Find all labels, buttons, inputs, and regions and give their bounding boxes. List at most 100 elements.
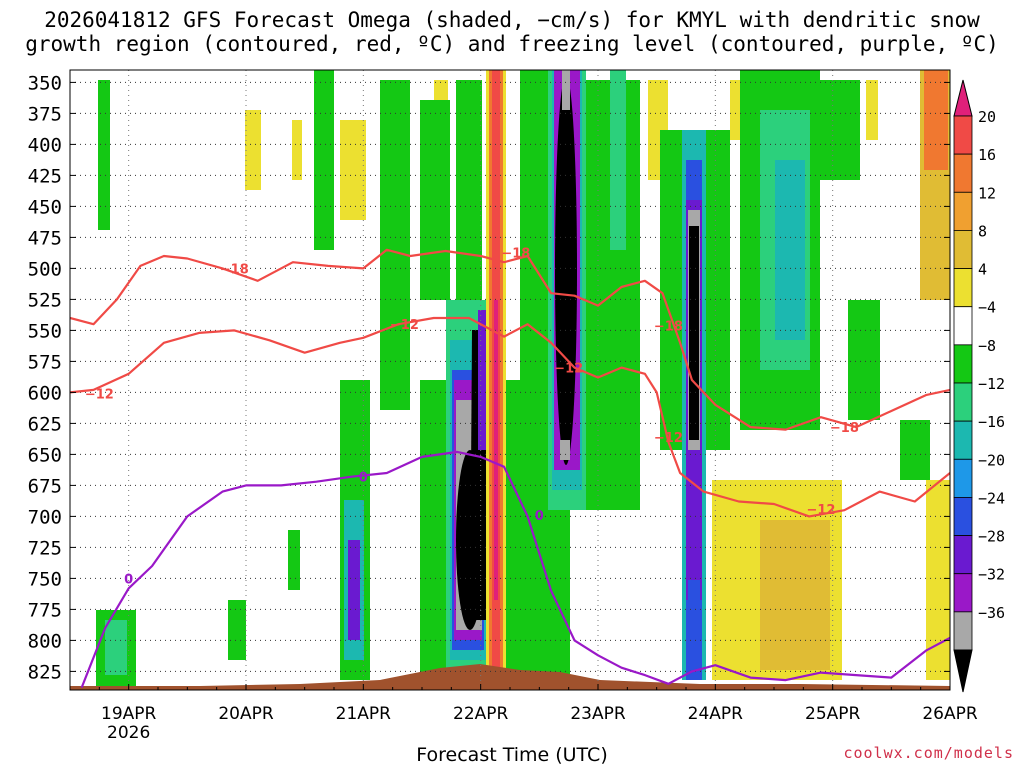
x-axis: 19APR 20APR 21APR 22APR 23APR 24APR 25APR 26APR…: [98, 684, 978, 743]
contour-label: −18: [220, 262, 249, 277]
contour-label: −18: [830, 421, 859, 436]
colorbar-label: 8: [978, 222, 987, 240]
x-tick-label: 23APR: [570, 704, 626, 724]
omega-patch: [340, 120, 366, 220]
x-tick-label: 19APR: [101, 704, 157, 724]
y-tick-label: 675: [28, 475, 62, 497]
colorbar-swatch: [953, 306, 973, 346]
contour-label: −12: [85, 388, 114, 403]
y-tick-label: 375: [28, 103, 62, 125]
omega-patch: [420, 100, 450, 300]
omega-patch: [926, 480, 950, 680]
y-tick-label: 600: [28, 382, 62, 404]
omega-patch: [494, 300, 498, 600]
contour-label: 0: [535, 509, 544, 524]
colorbar-arrow-bottom: [953, 649, 973, 693]
omega-patch: [820, 80, 860, 180]
colorbar-swatch: [953, 458, 973, 498]
y-tick-label: 475: [28, 227, 62, 249]
omega-patch: [610, 70, 626, 250]
y-tick-label: 775: [28, 599, 62, 621]
colorbar-swatch: [953, 535, 973, 575]
colorbar: 20 16 12 8 4 −4 −8 −12 −16 −20 −24 −28 −32 −36: [953, 79, 1005, 693]
omega-patch: [900, 420, 930, 480]
y-tick-label: 425: [28, 165, 62, 187]
colorbar-swatch: [953, 115, 973, 155]
y-tick-label: 350: [28, 72, 62, 94]
y-tick-label: 700: [28, 506, 62, 528]
contour-label: −18: [654, 319, 683, 334]
y-tick-label: 650: [28, 444, 62, 466]
omega-shading: [96, 70, 950, 690]
omega-patch: [688, 580, 700, 670]
terrain-surface: [70, 664, 950, 690]
contour-label: 0: [359, 471, 368, 486]
grid: [70, 70, 951, 690]
y-tick-label: 550: [28, 320, 62, 342]
colorbar-swatch: [953, 153, 973, 193]
x-tick-label: 25APR: [805, 704, 861, 724]
omega-patch: [560, 440, 570, 460]
colorbar-swatch: [953, 344, 973, 384]
contour-label: −12: [654, 431, 683, 446]
colorbar-label: −28: [978, 528, 1005, 546]
colorbar-swatch: [953, 497, 973, 536]
colorbar-swatch: [953, 191, 973, 231]
chart-title: 2026041812 GFS Forecast Omega (shaded, −…: [0, 8, 1024, 56]
contour-minus12: [70, 316, 950, 518]
omega-patch: [98, 80, 110, 230]
y-tick-label: 400: [28, 134, 62, 156]
contour-lines: [70, 248, 950, 688]
colorbar-swatch: [953, 611, 973, 651]
y-tick-label: 450: [28, 196, 62, 218]
colorbar-label: −12: [978, 375, 1005, 393]
x-tick-label: 22APR: [453, 704, 509, 724]
colorbar-label: −16: [978, 413, 1005, 431]
contour-minus18: [70, 248, 950, 431]
omega-patch: [562, 70, 570, 110]
omega-patch: [348, 540, 360, 640]
colorbar-label: −8: [978, 337, 996, 355]
y-tick-label: 525: [28, 289, 62, 311]
y-tick-label: 575: [28, 351, 62, 373]
title-line-1: 2026041812 GFS Forecast Omega (shaded, −…: [44, 8, 980, 32]
omega-patch: [689, 226, 699, 440]
contour-label: 0: [124, 572, 133, 587]
omega-patch: [105, 620, 127, 675]
colorbar-arrow-top: [953, 79, 973, 117]
omega-patch: [775, 160, 805, 340]
colorbar-label: −4: [978, 299, 996, 317]
colorbar-label: −20: [978, 451, 1005, 469]
omega-patch: [314, 70, 334, 250]
colorbar-swatch: [953, 420, 973, 460]
y-axis: 350 375 400 425 450 475 500 525 550 575 600 625 650 6…: [28, 72, 950, 683]
colorbar-swatch: [953, 268, 973, 308]
omega-patch: [478, 310, 486, 450]
colorbar-label: −36: [978, 604, 1005, 622]
omega-patch: [555, 75, 577, 465]
colorbar-label: 4: [978, 261, 987, 279]
omega-patch: [292, 120, 302, 180]
colorbar-label: 20: [978, 108, 996, 126]
omega-patch: [288, 530, 300, 590]
y-tick-label: 500: [28, 258, 62, 280]
omega-patch: [380, 80, 410, 410]
x-axis-label: Forecast Time (UTC): [416, 744, 608, 766]
credit-text: coolwx.com/models: [843, 744, 1014, 762]
y-tick-label: 800: [28, 630, 62, 652]
colorbar-label: 16: [978, 146, 996, 164]
x-tick-label: 24APR: [688, 704, 744, 724]
omega-patch: [866, 80, 878, 140]
contour-label: −12: [390, 318, 419, 333]
colorbar-label: −32: [978, 566, 1005, 584]
title-line-2: growth region (contoured, red, ºC) and f…: [25, 32, 999, 56]
colorbar-label: −24: [978, 489, 1005, 507]
y-tick-label: 625: [28, 413, 62, 435]
x-tick-label: 26APR: [922, 704, 978, 724]
x-tick-label: 20APR: [218, 704, 274, 724]
contour-freezing: [80, 450, 950, 688]
contour-label: −12: [554, 362, 583, 377]
x-tick-year: 2026: [107, 723, 150, 743]
omega-patch: [924, 70, 948, 170]
contour-label: −12: [806, 503, 835, 518]
